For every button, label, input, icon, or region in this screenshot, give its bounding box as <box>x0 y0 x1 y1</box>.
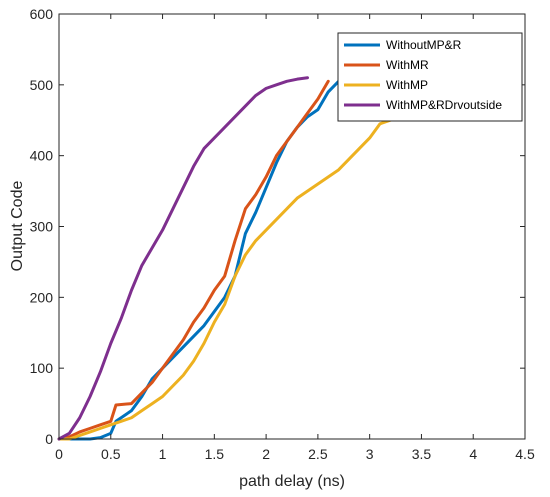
y-tick-label: 600 <box>30 6 54 22</box>
series-line-2 <box>57 79 330 441</box>
y-tick-label: 200 <box>30 289 54 305</box>
x-tick-label: 4 <box>469 446 477 462</box>
x-axis-label: path delay (ns) <box>239 473 345 490</box>
y-tick-label: 300 <box>30 219 54 235</box>
x-tick-label: 4.5 <box>515 446 535 462</box>
legend-label-3: WithMP <box>386 78 428 92</box>
x-tick-label: 3.5 <box>412 446 432 462</box>
x-tick-label: 2 <box>262 446 270 462</box>
legend-label-4: WithMP&RDrvoutside <box>386 98 502 112</box>
y-axis-label: Output Code <box>9 181 26 272</box>
y-tick-label: 400 <box>30 148 54 164</box>
x-tick-label: 0.5 <box>101 446 121 462</box>
series-lines <box>57 76 413 441</box>
y-tick-labels: 0 100 200 300 400 500 600 <box>30 6 54 447</box>
y-tick-label: 0 <box>45 431 53 447</box>
x-tick-label: 3 <box>366 446 374 462</box>
y-tick-label: 100 <box>30 360 54 376</box>
x-tick-label: 1 <box>159 446 167 462</box>
x-tick-labels: 0 0.5 1 1.5 2 2.5 3 3.5 4 4.5 <box>55 446 535 462</box>
x-tick-label: 1.5 <box>205 446 225 462</box>
series-line-4 <box>57 76 310 441</box>
legend-label-2: WithMR <box>386 58 429 72</box>
x-tick-label: 2.5 <box>308 446 328 462</box>
legend-label-1: WithoutMP&R <box>386 38 462 52</box>
series-line-3 <box>57 104 413 441</box>
axes <box>58 13 526 440</box>
y-tick-label: 500 <box>30 77 54 93</box>
legend: WithoutMP&R WithMR WithMP WithMP&RDrvoutsid… <box>337 32 523 122</box>
x-tick-label: 0 <box>55 446 63 462</box>
